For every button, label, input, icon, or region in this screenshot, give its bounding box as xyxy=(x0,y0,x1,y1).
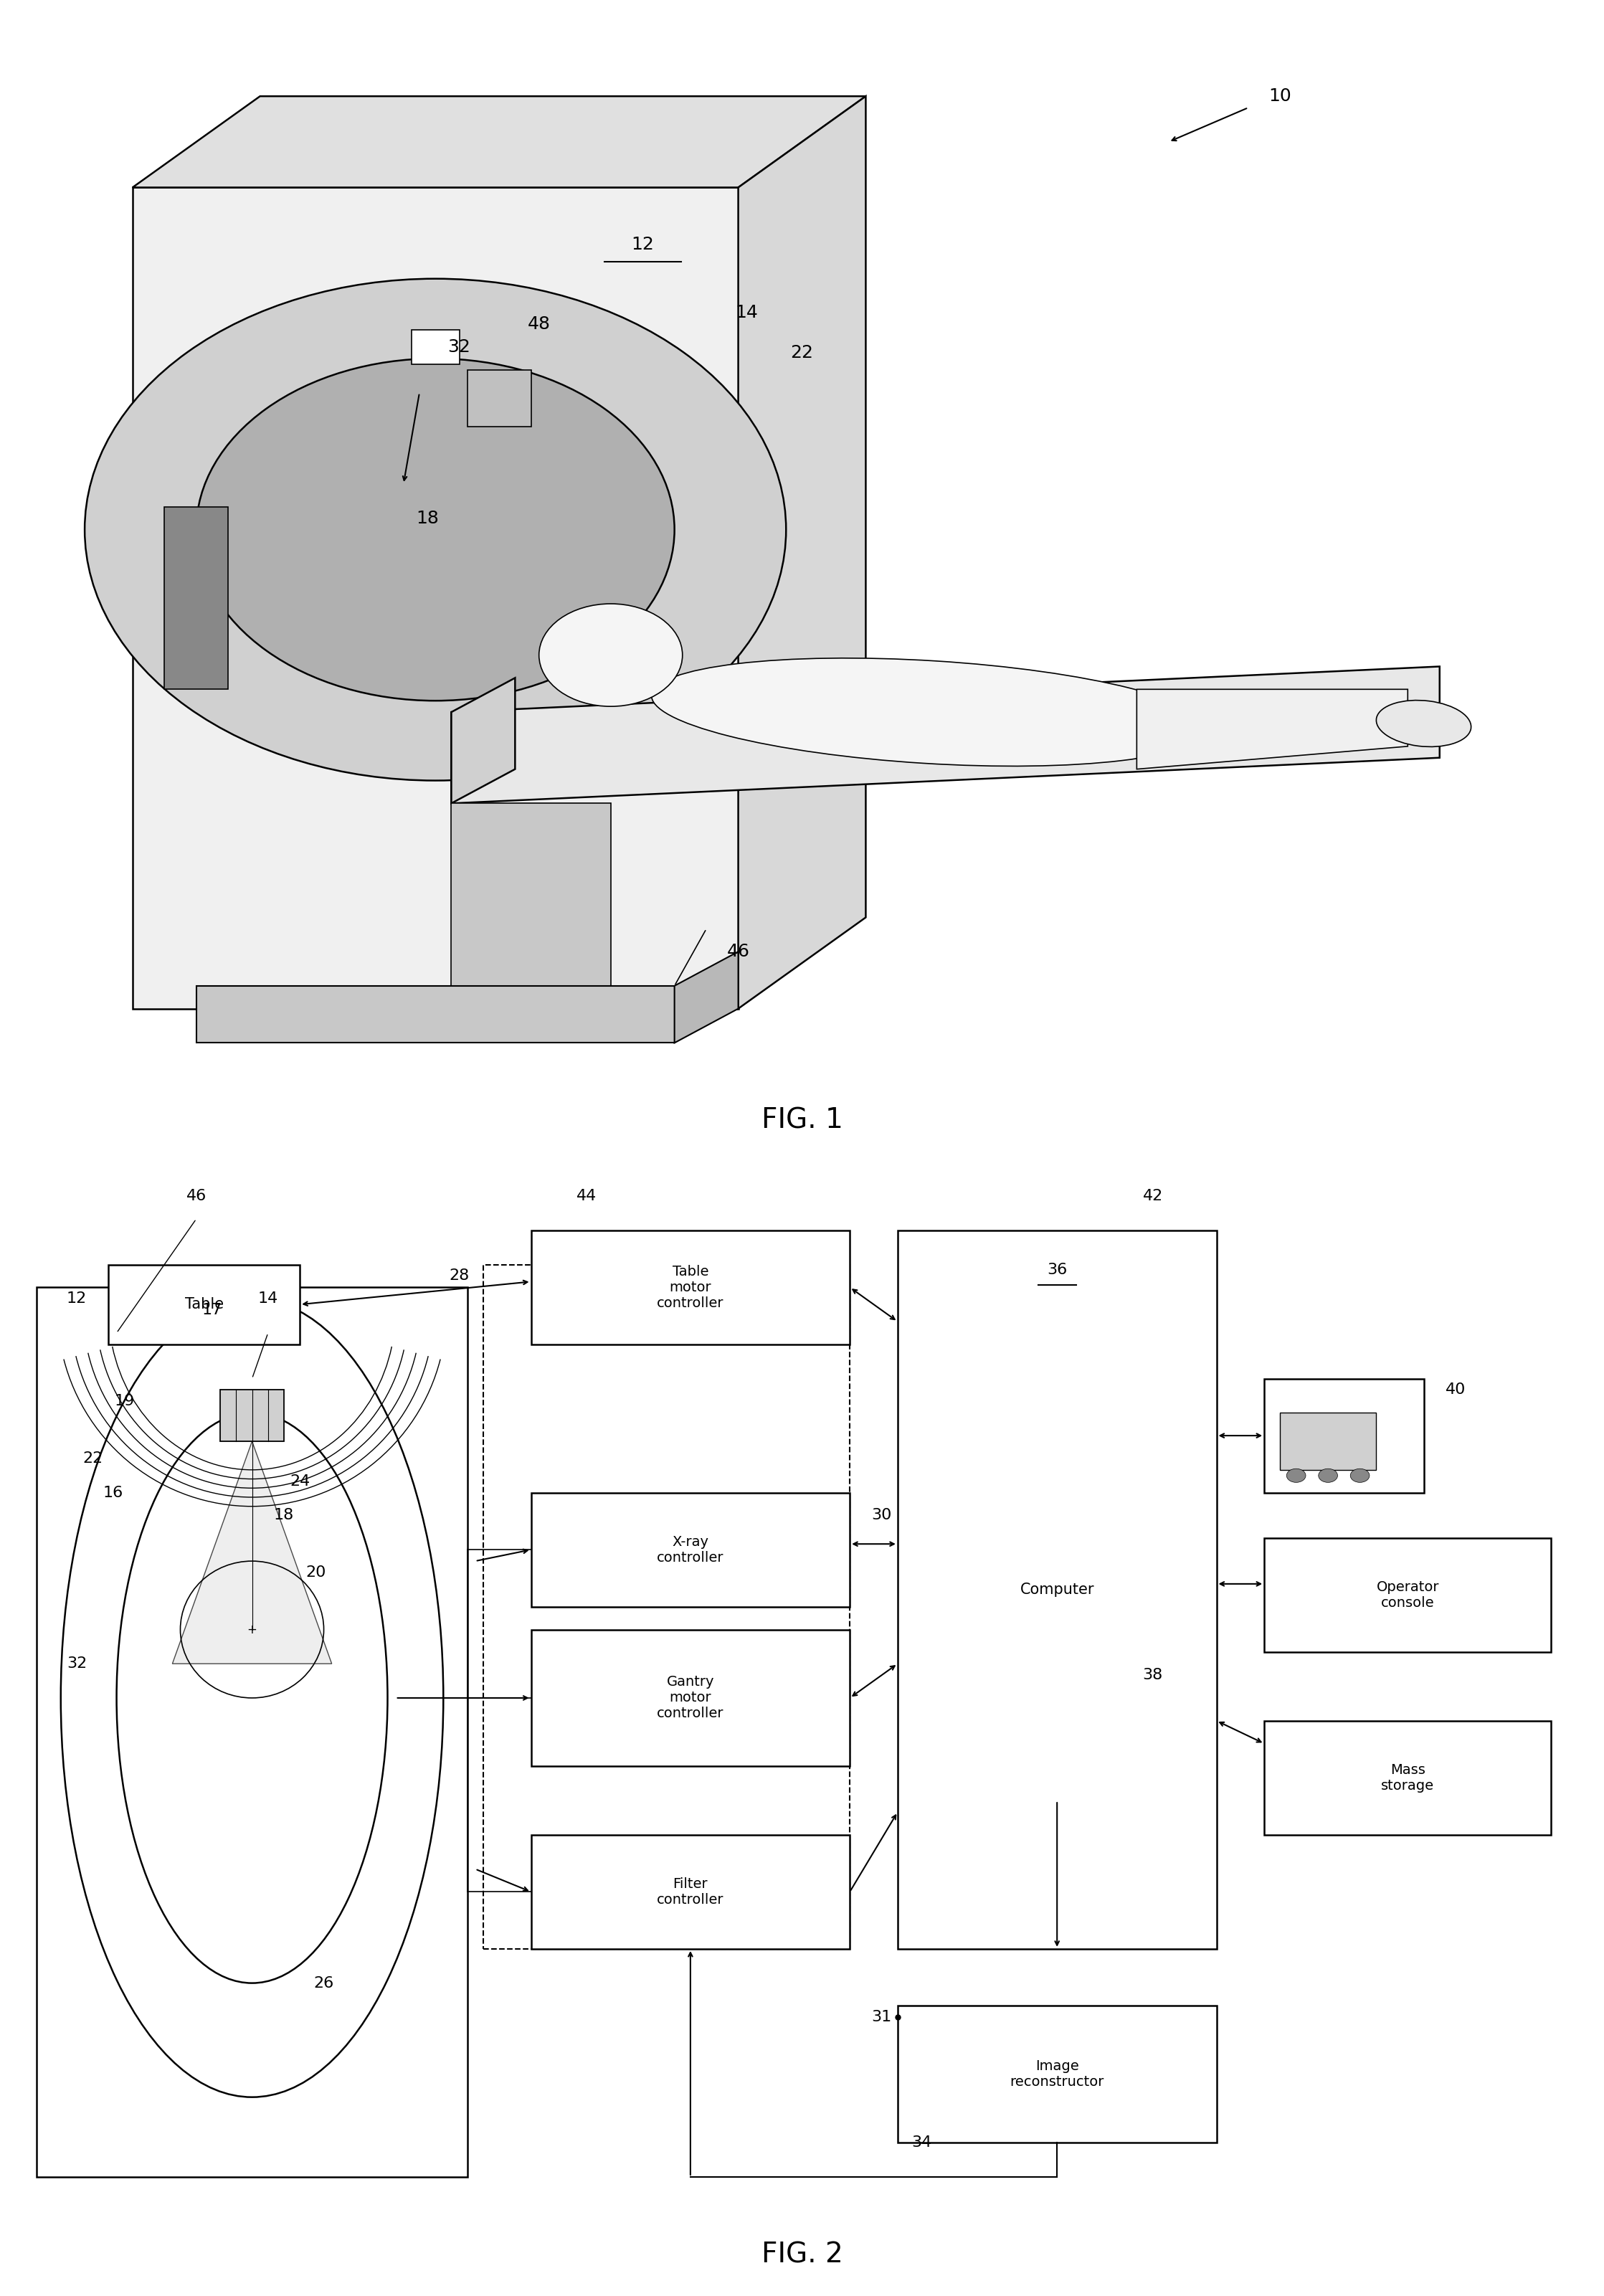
Circle shape xyxy=(1318,1469,1338,1483)
FancyBboxPatch shape xyxy=(220,1389,284,1442)
FancyBboxPatch shape xyxy=(412,331,459,365)
Text: 30: 30 xyxy=(871,1508,892,1522)
FancyBboxPatch shape xyxy=(1264,1720,1551,1835)
Text: 18: 18 xyxy=(415,510,439,526)
Text: 31: 31 xyxy=(871,2009,892,2025)
Text: 12: 12 xyxy=(67,1293,87,1306)
FancyBboxPatch shape xyxy=(1264,1378,1424,1492)
Text: Table: Table xyxy=(184,1297,223,1311)
Polygon shape xyxy=(451,666,1440,804)
Text: Table
motor
controller: Table motor controller xyxy=(658,1265,723,1311)
Text: X-ray
controller: X-ray controller xyxy=(658,1536,723,1564)
Circle shape xyxy=(85,278,786,781)
FancyBboxPatch shape xyxy=(531,1492,850,1607)
FancyBboxPatch shape xyxy=(1264,1538,1551,1653)
Text: 32: 32 xyxy=(67,1655,87,1671)
Text: 26: 26 xyxy=(314,1977,334,1991)
Text: Operator
console: Operator console xyxy=(1376,1580,1439,1609)
FancyBboxPatch shape xyxy=(1280,1412,1376,1469)
Text: Gantry
motor
controller: Gantry motor controller xyxy=(658,1676,723,1720)
Text: 18: 18 xyxy=(274,1508,294,1522)
Text: FIG. 1: FIG. 1 xyxy=(762,1107,842,1134)
Text: 22: 22 xyxy=(82,1451,103,1465)
FancyBboxPatch shape xyxy=(37,1288,467,2177)
Polygon shape xyxy=(738,96,866,1008)
Polygon shape xyxy=(133,188,738,1008)
Text: 14: 14 xyxy=(735,305,757,321)
Polygon shape xyxy=(172,1442,332,1665)
Ellipse shape xyxy=(651,659,1208,767)
Text: 40: 40 xyxy=(1445,1382,1466,1398)
Circle shape xyxy=(1286,1469,1306,1483)
Text: 28: 28 xyxy=(449,1270,470,1283)
Polygon shape xyxy=(164,507,228,689)
FancyBboxPatch shape xyxy=(531,1630,850,1766)
Text: 19: 19 xyxy=(114,1394,135,1407)
Text: 36: 36 xyxy=(1047,1263,1067,1277)
Text: 24: 24 xyxy=(290,1474,310,1488)
FancyBboxPatch shape xyxy=(531,1231,850,1345)
FancyBboxPatch shape xyxy=(898,2007,1216,2142)
Text: 48: 48 xyxy=(528,317,550,333)
Polygon shape xyxy=(451,677,515,804)
Text: 34: 34 xyxy=(911,2135,932,2149)
Text: Computer: Computer xyxy=(1020,1582,1094,1596)
Polygon shape xyxy=(133,96,866,188)
Text: 20: 20 xyxy=(306,1566,326,1580)
Text: 32: 32 xyxy=(448,338,470,356)
Text: 12: 12 xyxy=(630,236,654,253)
Text: 42: 42 xyxy=(1142,1189,1163,1203)
FancyBboxPatch shape xyxy=(531,1835,850,1949)
FancyBboxPatch shape xyxy=(109,1265,300,1345)
Text: 17: 17 xyxy=(202,1304,223,1318)
Ellipse shape xyxy=(1376,700,1471,746)
Text: +: + xyxy=(247,1623,257,1637)
Text: Image
reconstructor: Image reconstructor xyxy=(1011,2060,1104,2089)
Text: 10: 10 xyxy=(1269,87,1291,106)
FancyBboxPatch shape xyxy=(898,1231,1216,1949)
Polygon shape xyxy=(196,985,674,1042)
Text: FIG. 2: FIG. 2 xyxy=(762,2241,842,2268)
Text: 46: 46 xyxy=(727,944,749,960)
Polygon shape xyxy=(674,951,738,1042)
Text: 22: 22 xyxy=(791,344,813,360)
Text: Filter
controller: Filter controller xyxy=(658,1878,723,1906)
Text: 14: 14 xyxy=(258,1293,277,1306)
Polygon shape xyxy=(1137,689,1408,769)
Text: Mass
storage: Mass storage xyxy=(1381,1763,1434,1793)
Text: 46: 46 xyxy=(186,1189,207,1203)
Circle shape xyxy=(196,358,674,700)
Text: 44: 44 xyxy=(577,1189,597,1203)
FancyBboxPatch shape xyxy=(467,370,531,427)
Circle shape xyxy=(539,604,682,707)
Circle shape xyxy=(1351,1469,1370,1483)
Text: 38: 38 xyxy=(1142,1667,1163,1683)
Polygon shape xyxy=(451,804,611,1031)
Text: 16: 16 xyxy=(103,1486,124,1499)
